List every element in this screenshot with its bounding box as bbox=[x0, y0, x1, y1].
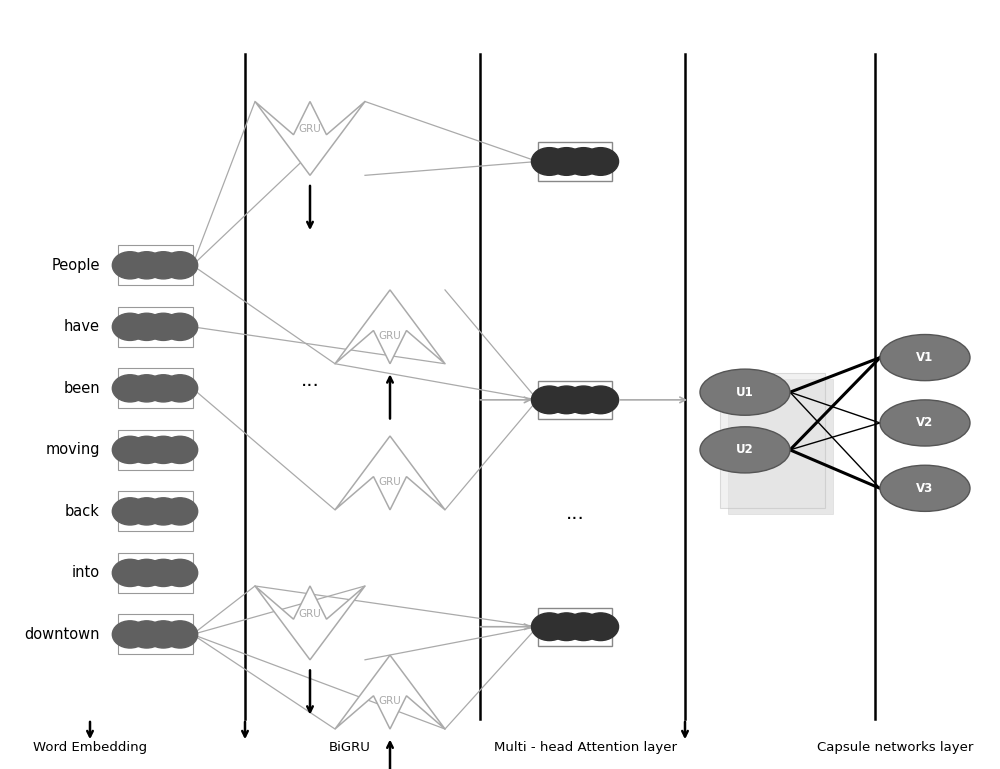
Text: Word Embedding: Word Embedding bbox=[33, 741, 147, 754]
Circle shape bbox=[146, 251, 181, 279]
Circle shape bbox=[162, 621, 198, 648]
Circle shape bbox=[566, 148, 602, 175]
Circle shape bbox=[566, 386, 602, 414]
Text: into: into bbox=[72, 565, 100, 581]
Polygon shape bbox=[335, 436, 445, 510]
Circle shape bbox=[162, 559, 198, 587]
FancyBboxPatch shape bbox=[538, 608, 612, 646]
Text: V3: V3 bbox=[916, 482, 934, 494]
Circle shape bbox=[129, 621, 164, 648]
Circle shape bbox=[129, 498, 164, 525]
Text: ...: ... bbox=[301, 371, 319, 390]
FancyBboxPatch shape bbox=[538, 142, 612, 181]
Circle shape bbox=[112, 559, 148, 587]
Text: moving: moving bbox=[46, 442, 100, 458]
Circle shape bbox=[583, 613, 619, 641]
Polygon shape bbox=[335, 655, 445, 729]
Text: V2: V2 bbox=[916, 417, 934, 429]
Text: People: People bbox=[52, 258, 100, 273]
Circle shape bbox=[112, 436, 148, 464]
Text: V1: V1 bbox=[916, 351, 934, 364]
Circle shape bbox=[129, 375, 164, 402]
Circle shape bbox=[112, 498, 148, 525]
Circle shape bbox=[112, 621, 148, 648]
FancyBboxPatch shape bbox=[538, 381, 612, 419]
Text: ...: ... bbox=[566, 504, 584, 523]
Circle shape bbox=[162, 375, 198, 402]
Text: U2: U2 bbox=[736, 444, 754, 456]
Ellipse shape bbox=[880, 400, 970, 446]
Circle shape bbox=[146, 498, 181, 525]
Circle shape bbox=[129, 251, 164, 279]
Circle shape bbox=[146, 436, 181, 464]
Text: GRU: GRU bbox=[299, 608, 321, 619]
Circle shape bbox=[531, 613, 567, 641]
Circle shape bbox=[112, 375, 148, 402]
Ellipse shape bbox=[700, 427, 790, 473]
Circle shape bbox=[583, 386, 619, 414]
Circle shape bbox=[162, 436, 198, 464]
Text: BiGRU: BiGRU bbox=[329, 741, 371, 754]
Text: GRU: GRU bbox=[379, 477, 401, 488]
Ellipse shape bbox=[880, 335, 970, 381]
Text: downtown: downtown bbox=[24, 627, 100, 642]
Circle shape bbox=[531, 148, 567, 175]
FancyBboxPatch shape bbox=[118, 368, 192, 408]
Circle shape bbox=[129, 559, 164, 587]
Circle shape bbox=[146, 375, 181, 402]
FancyBboxPatch shape bbox=[118, 614, 192, 654]
Circle shape bbox=[548, 148, 584, 175]
Circle shape bbox=[112, 251, 148, 279]
Circle shape bbox=[162, 498, 198, 525]
FancyBboxPatch shape bbox=[118, 245, 192, 285]
Circle shape bbox=[162, 313, 198, 341]
FancyBboxPatch shape bbox=[118, 307, 192, 347]
FancyBboxPatch shape bbox=[118, 553, 192, 593]
Polygon shape bbox=[255, 102, 365, 175]
Text: U1: U1 bbox=[736, 386, 754, 398]
Circle shape bbox=[129, 313, 164, 341]
Text: have: have bbox=[64, 319, 100, 335]
Circle shape bbox=[548, 386, 584, 414]
FancyBboxPatch shape bbox=[728, 379, 833, 514]
Circle shape bbox=[583, 148, 619, 175]
Circle shape bbox=[146, 621, 181, 648]
Polygon shape bbox=[255, 586, 365, 660]
Circle shape bbox=[548, 613, 584, 641]
Circle shape bbox=[129, 436, 164, 464]
FancyBboxPatch shape bbox=[720, 373, 825, 508]
Circle shape bbox=[146, 313, 181, 341]
Text: been: been bbox=[63, 381, 100, 396]
FancyBboxPatch shape bbox=[118, 491, 192, 531]
Text: back: back bbox=[65, 504, 100, 519]
Text: Capsule networks layer: Capsule networks layer bbox=[817, 741, 973, 754]
Text: GRU: GRU bbox=[379, 331, 401, 341]
Circle shape bbox=[566, 613, 602, 641]
Text: GRU: GRU bbox=[379, 696, 401, 707]
Ellipse shape bbox=[880, 465, 970, 511]
FancyBboxPatch shape bbox=[118, 430, 192, 470]
Text: Multi - head Attention layer: Multi - head Attention layer bbox=[494, 741, 676, 754]
Circle shape bbox=[146, 559, 181, 587]
Circle shape bbox=[112, 313, 148, 341]
Polygon shape bbox=[335, 290, 445, 364]
Ellipse shape bbox=[700, 369, 790, 415]
Circle shape bbox=[531, 386, 567, 414]
Circle shape bbox=[162, 251, 198, 279]
Text: GRU: GRU bbox=[299, 124, 321, 135]
